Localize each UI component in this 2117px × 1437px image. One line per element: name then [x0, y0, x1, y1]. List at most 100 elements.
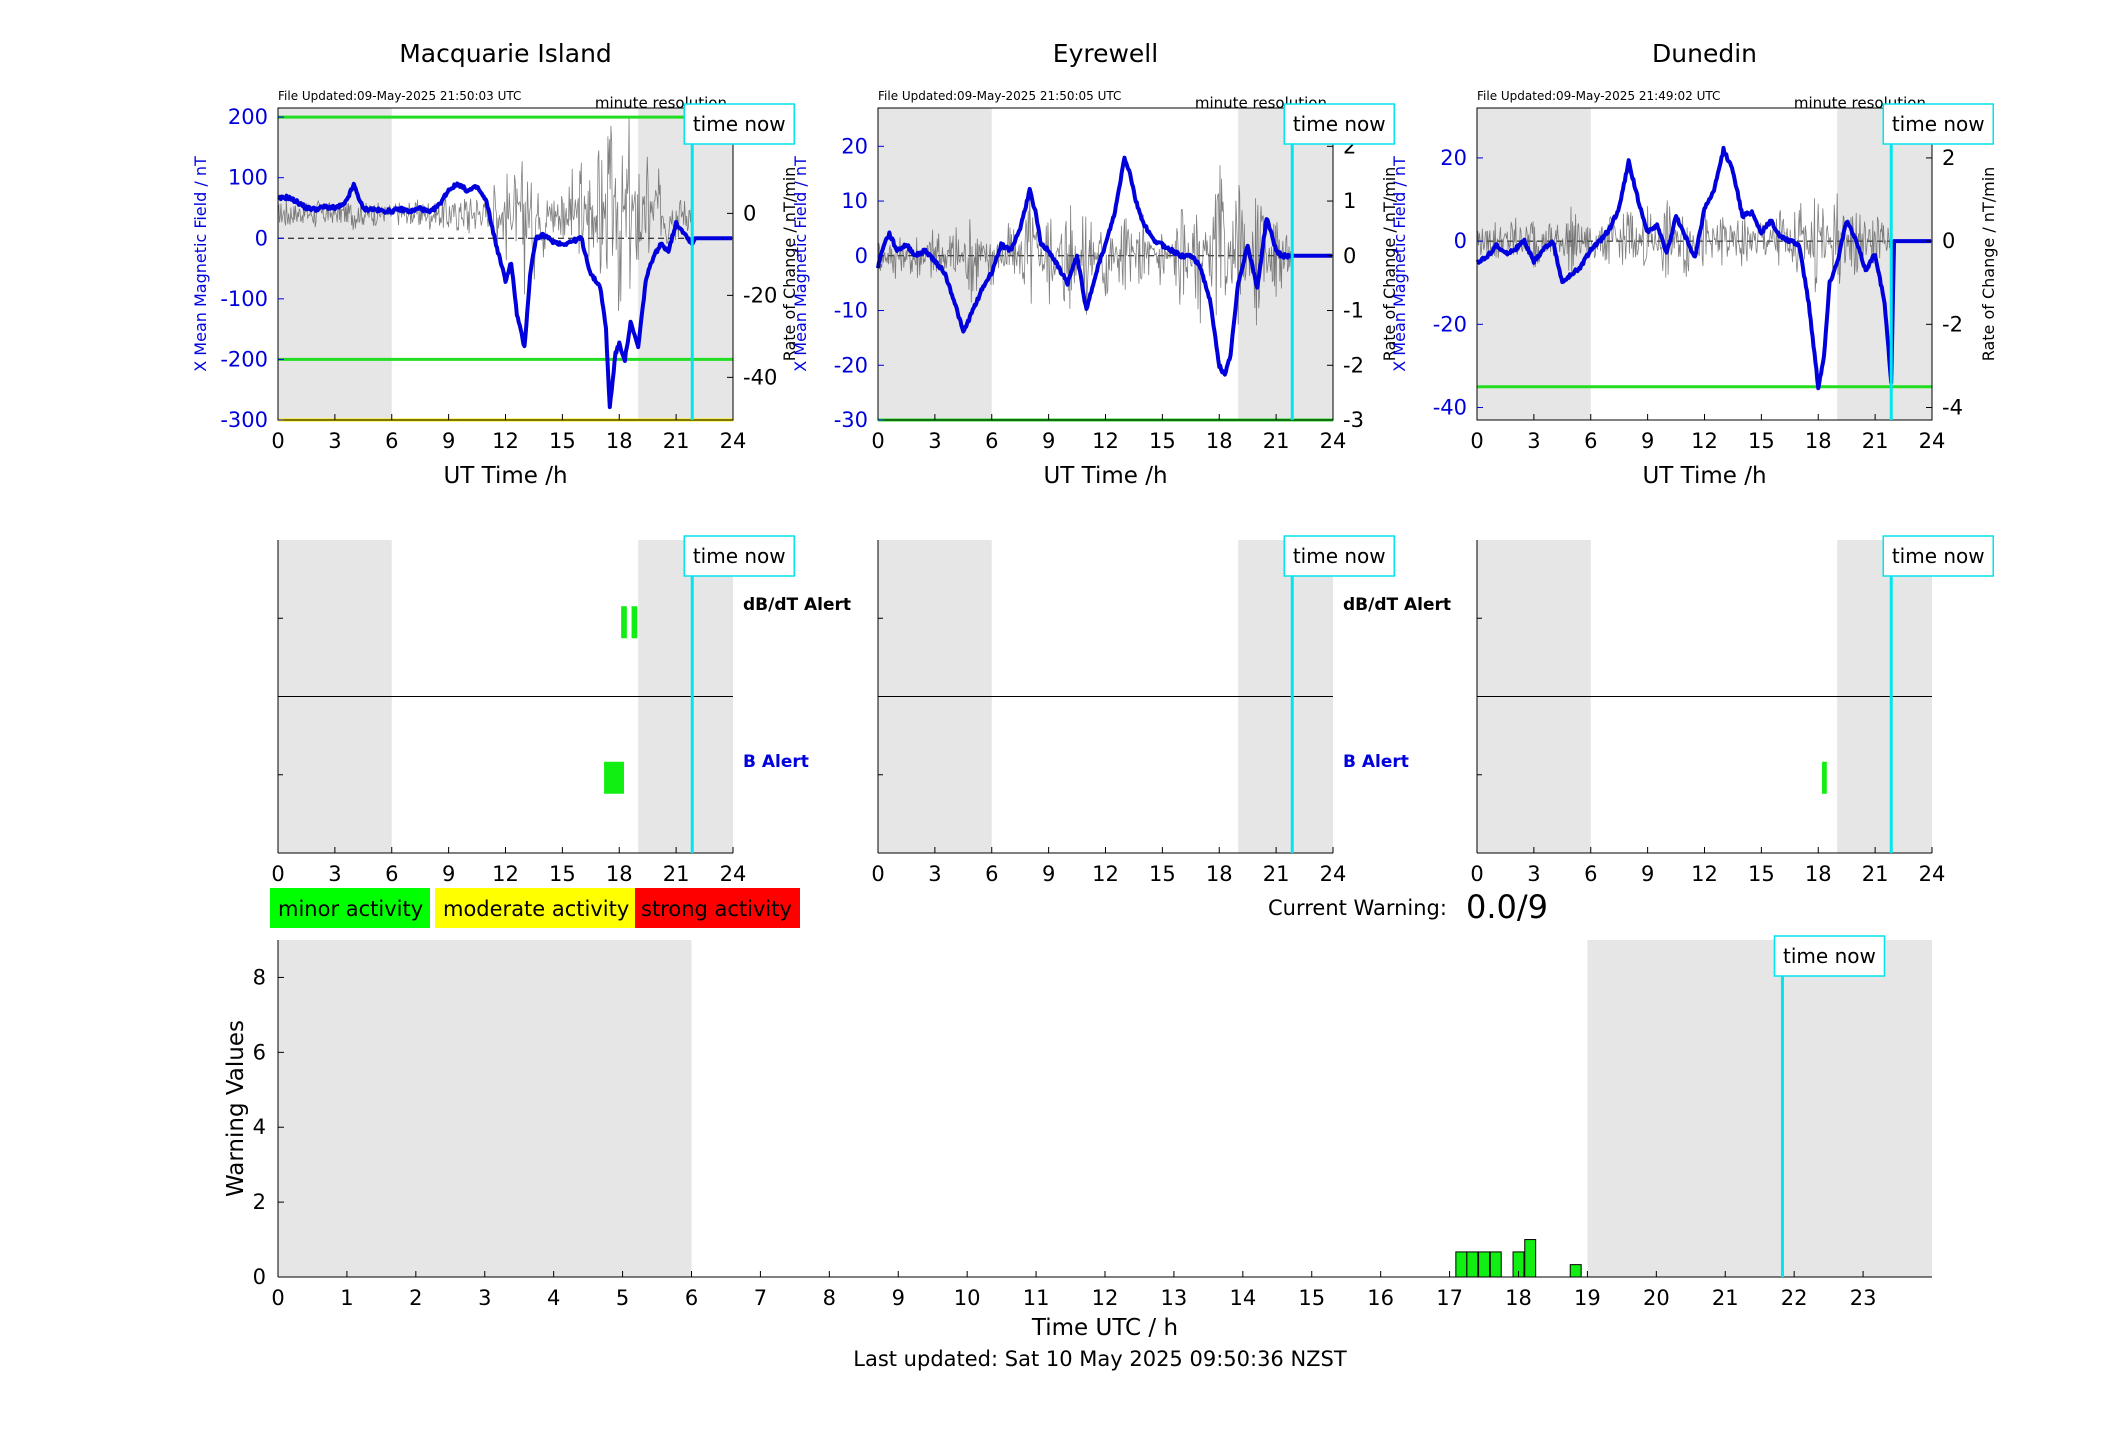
- x-tick-label: 0: [1470, 862, 1483, 886]
- y-tick-label: 200: [228, 105, 268, 129]
- x-tick-label: 24: [1320, 862, 1347, 886]
- time-now-label: time now: [1892, 112, 1985, 136]
- x-tick-label: 0: [271, 862, 284, 886]
- alert-panel: dB/dT Alert B Alert 0 3 6 9 12 15 18 21 24 time now: [271, 535, 851, 886]
- time-now-box: [1882, 103, 1994, 145]
- x-tick-label: 15: [1748, 862, 1775, 886]
- x-tick-label: 12: [1092, 429, 1119, 453]
- warning-bar: [1489, 1251, 1502, 1278]
- warning-bar: [1569, 1264, 1582, 1278]
- x-tick-label: 18: [1505, 1286, 1532, 1310]
- rate-of-change-trace: [877, 165, 1293, 326]
- x-tick-label: 15: [1149, 862, 1176, 886]
- y-right-tick-label: 0: [743, 201, 756, 225]
- y-tick-label: 8: [253, 965, 266, 989]
- x-tick-label: 15: [1298, 1286, 1325, 1310]
- y-tick-label: -20: [834, 353, 868, 377]
- x-tick-label: 6: [385, 429, 398, 453]
- y-right-tick-label: -1: [1343, 299, 1364, 323]
- y-axis-label: X Mean Magnetic Field / nT: [791, 156, 810, 372]
- warning-bar: [1524, 1239, 1537, 1278]
- x-tick-label: 9: [442, 429, 455, 453]
- x-tick-label: 3: [478, 1286, 491, 1310]
- b-alert-label: B Alert: [1343, 752, 1409, 772]
- x-tick-label: 18: [1805, 429, 1832, 453]
- y-right-tick-label: -2: [1343, 353, 1364, 377]
- legend-moderate-label: moderate activity: [443, 897, 629, 921]
- time-now-label: time now: [1783, 944, 1876, 968]
- current-warning-value: 0.0/9: [1466, 888, 1548, 926]
- y-tick-label: 0: [255, 226, 268, 250]
- time-now-box: [683, 535, 795, 577]
- y-tick-label: 20: [1440, 146, 1467, 170]
- x-tick-label: 15: [549, 429, 576, 453]
- y-tick-label: 100: [228, 166, 268, 190]
- y-axis-label: X Mean Magnetic Field / nT: [191, 156, 210, 372]
- y-tick-label: 0: [855, 244, 868, 268]
- x-tick-label: 12: [492, 429, 519, 453]
- x-tick-label: 17: [1436, 1286, 1463, 1310]
- alert-panels: dB/dT Alert B Alert 0 3 6 9 12 15 18 21 24 time now…: [271, 535, 1994, 886]
- time-now-label: time now: [1293, 112, 1386, 136]
- x-tick-label: 1: [340, 1286, 353, 1310]
- legend-moderate-swatch: [435, 888, 635, 928]
- warning-bar: [1455, 1251, 1468, 1278]
- y-tick-label: -100: [220, 287, 268, 311]
- y-right-axis-label: Rate of Change / nT/min: [1979, 167, 1998, 362]
- x-tick-label: 14: [1229, 1286, 1256, 1310]
- rate-of-change-trace: [1476, 193, 1892, 293]
- x-tick-label: 0: [871, 862, 884, 886]
- x-tick-label: 0: [1470, 429, 1483, 453]
- warning-bar: [1478, 1251, 1490, 1278]
- y-tick-label: -30: [834, 408, 868, 432]
- time-now-label: time now: [1293, 544, 1386, 568]
- legend-minor-swatch: [270, 888, 430, 928]
- b-alert-bar: [604, 761, 624, 794]
- time-now-box: [1773, 935, 1886, 977]
- y-tick-label: -10: [834, 299, 868, 323]
- x-tick-label: 15: [1748, 429, 1775, 453]
- x-tick-label: 7: [754, 1286, 767, 1310]
- x-tick-label: 13: [1161, 1286, 1188, 1310]
- x-tick-label: 21: [663, 429, 690, 453]
- station-panel: Macquarie Island File Updated:09-May-2025…: [191, 39, 799, 489]
- night-shade: [278, 940, 692, 1277]
- panel-title: Macquarie Island: [399, 39, 612, 68]
- y-right-tick-label: -4: [1942, 396, 1963, 420]
- time-now-label: time now: [693, 544, 786, 568]
- x-tick-label: 6: [685, 1286, 698, 1310]
- y-tick-label: 20: [841, 134, 868, 158]
- x-tick-label: 24: [720, 429, 747, 453]
- x-tick-label: 24: [1919, 429, 1946, 453]
- y-right-tick-label: -20: [743, 283, 777, 307]
- y-tick-label: 6: [253, 1040, 266, 1064]
- night-shade: [638, 108, 733, 420]
- x-axis-label: Time UTC / h: [1031, 1315, 1178, 1341]
- time-now-box: [1283, 535, 1395, 577]
- y-tick-label: -200: [220, 347, 268, 371]
- x-tick-label: 9: [1042, 429, 1055, 453]
- y-axis-label: X Mean Magnetic Field / nT: [1390, 156, 1409, 372]
- x-tick-label: 0: [871, 429, 884, 453]
- x-tick-label: 6: [985, 429, 998, 453]
- x-tick-label: 12: [1092, 1286, 1119, 1310]
- time-now-box: [1882, 535, 1994, 577]
- x-tick-label: 5: [616, 1286, 629, 1310]
- x-tick-label: 23: [1850, 1286, 1877, 1310]
- x-tick-label: 21: [1862, 862, 1889, 886]
- y-right-tick-label: 0: [1942, 229, 1955, 253]
- x-tick-label: 6: [985, 862, 998, 886]
- current-warning-label: Current Warning:: [1268, 896, 1447, 920]
- x-tick-label: 9: [1042, 862, 1055, 886]
- x-tick-label: 11: [1023, 1286, 1050, 1310]
- x-tick-label: 9: [892, 1286, 905, 1310]
- legend-strong-swatch: [635, 888, 800, 928]
- magnetic-field-trace: [276, 181, 734, 410]
- dbdt-alert-bar: [621, 606, 627, 639]
- panel-title: Dunedin: [1652, 39, 1757, 68]
- x-tick-label: 0: [271, 429, 284, 453]
- x-tick-label: 24: [1320, 429, 1347, 453]
- y-tick-label: 0: [253, 1265, 266, 1289]
